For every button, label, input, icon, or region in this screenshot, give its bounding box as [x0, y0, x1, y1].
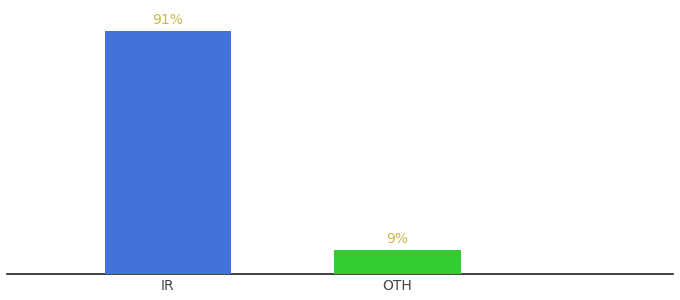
- Text: 91%: 91%: [152, 13, 183, 27]
- Bar: [105, 31, 231, 274]
- Text: 9%: 9%: [386, 232, 409, 246]
- Bar: [335, 250, 460, 274]
